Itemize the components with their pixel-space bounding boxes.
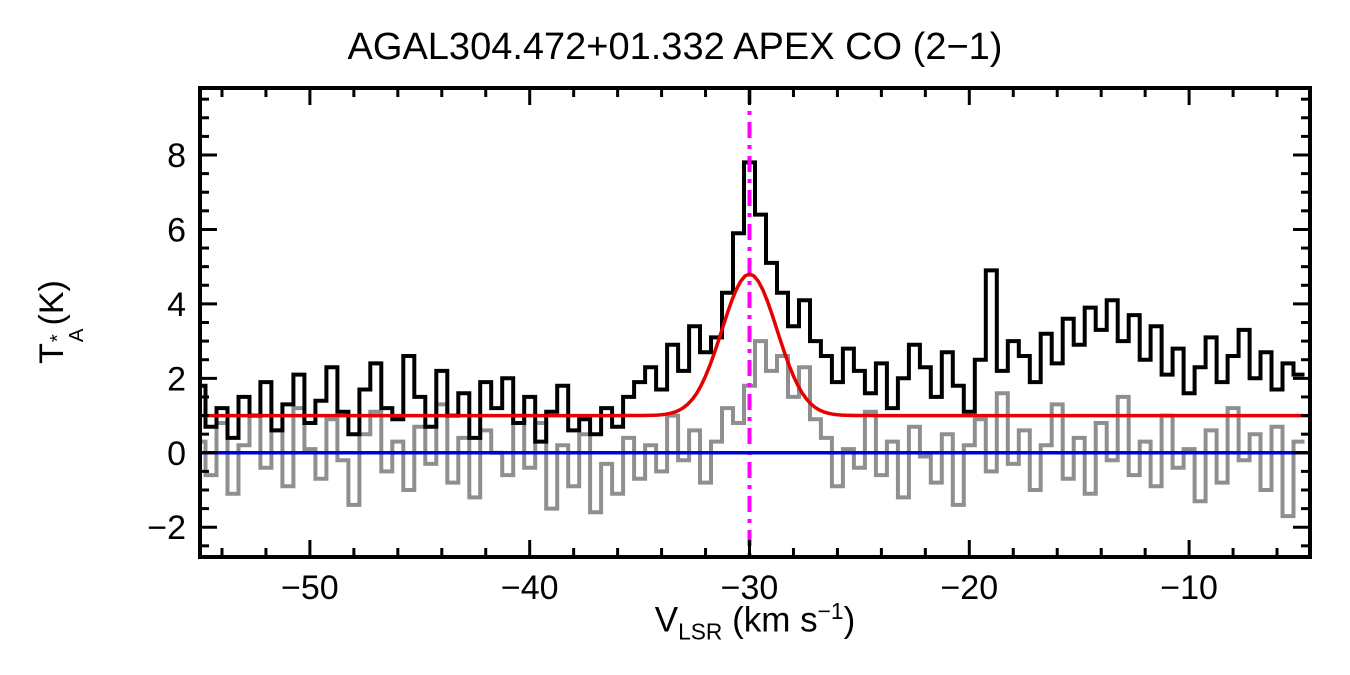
plot-data-area: [200, 88, 1310, 557]
x-axis-label-prefix: V: [654, 600, 679, 640]
x-tick-label: −10: [1160, 569, 1218, 607]
x-axis-label-sub: LSR: [678, 618, 723, 645]
x-axis-label-sup: −1: [817, 598, 844, 624]
x-tick-label: −50: [281, 569, 339, 607]
y-tick-label: 4: [167, 286, 186, 324]
x-tick-label: −40: [501, 569, 559, 607]
x-axis-label: VLSR (km s−1): [200, 598, 1310, 645]
plot-border: [198, 86, 1312, 559]
gaussian-fit: [200, 272, 1308, 418]
y-axis-label-suffix: (K): [33, 280, 72, 326]
y-axis-label-sub: A: [66, 328, 89, 343]
x-tick-label: −20: [940, 569, 998, 607]
y-tick-label: 0: [167, 435, 186, 473]
y-axis-label: T * A (K): [33, 280, 89, 364]
y-tick-label: −2: [147, 509, 186, 547]
x-axis-label-mid: (km s: [722, 600, 818, 640]
y-axis-label-prefix: T: [33, 343, 72, 364]
y-tick-label: 8: [167, 137, 186, 175]
y-tick-label: 6: [167, 211, 186, 249]
x-tick-label: −30: [721, 569, 779, 607]
y-tick-label: 2: [167, 360, 186, 398]
y-axis-label-scripts: * A: [47, 328, 89, 343]
plot-title: AGAL304.472+01.332 APEX CO (2−1): [347, 26, 1003, 68]
x-axis-label-suffix: ): [843, 600, 856, 640]
